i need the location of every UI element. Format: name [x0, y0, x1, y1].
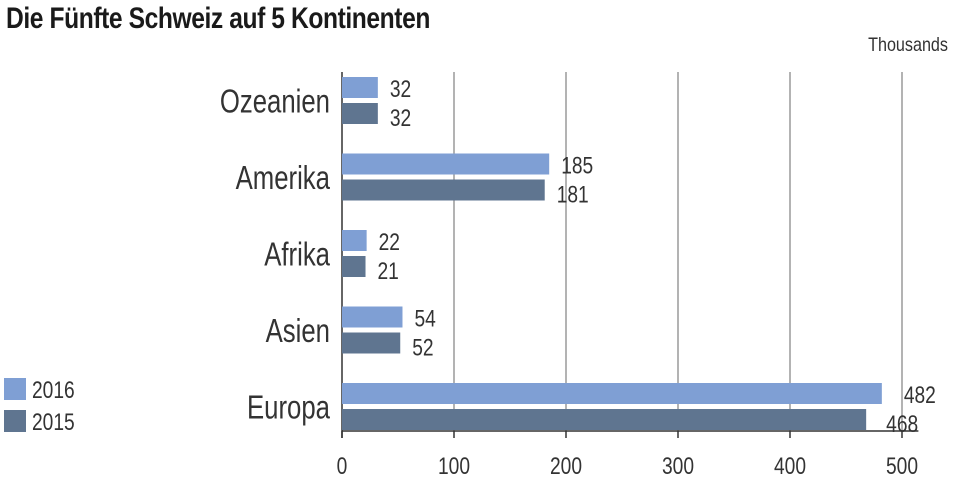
category-label: Afrika: [264, 237, 330, 274]
data-label: 22: [379, 228, 400, 256]
x-tick-label: 500: [886, 452, 918, 480]
chart-title: Die Fünfte Schweiz auf 5 Kontinenten: [6, 2, 430, 35]
bar-2016: [342, 230, 367, 251]
data-label: 482: [904, 381, 936, 409]
data-label: 54: [414, 304, 435, 332]
x-tick-label: 100: [438, 452, 470, 480]
x-tick-label: 400: [774, 452, 806, 480]
legend-label: 2015: [32, 408, 75, 436]
category-label: Ozeanien: [220, 84, 330, 121]
data-label: 32: [390, 75, 411, 103]
legend-swatch-2016: [4, 378, 26, 400]
bar-2016: [342, 383, 882, 404]
data-label: 181: [557, 180, 589, 208]
bar-2016: [342, 153, 550, 175]
data-label: 468: [886, 410, 918, 438]
bar-2016: [342, 306, 403, 328]
x-tick-label: 0: [337, 452, 348, 480]
bar-2015: [342, 103, 378, 124]
x-tick-label: 200: [550, 452, 582, 480]
bar-2016: [342, 77, 378, 98]
legend-swatch-2015: [4, 410, 26, 432]
bar-2015: [342, 409, 867, 430]
data-label: 32: [390, 104, 411, 132]
category-label: Europa: [247, 390, 330, 427]
bar-2015: [342, 256, 366, 277]
bar-2015: [342, 179, 545, 201]
data-label: 52: [412, 333, 433, 361]
bar-2015: [342, 332, 401, 354]
data-label: 21: [378, 257, 399, 285]
x-tick-label: 300: [662, 452, 694, 480]
category-label: Amerika: [236, 160, 331, 197]
category-label: Asien: [266, 313, 330, 350]
data-label: 185: [561, 151, 593, 179]
unit-label: Thousands: [868, 34, 948, 56]
legend-label: 2016: [32, 376, 75, 404]
